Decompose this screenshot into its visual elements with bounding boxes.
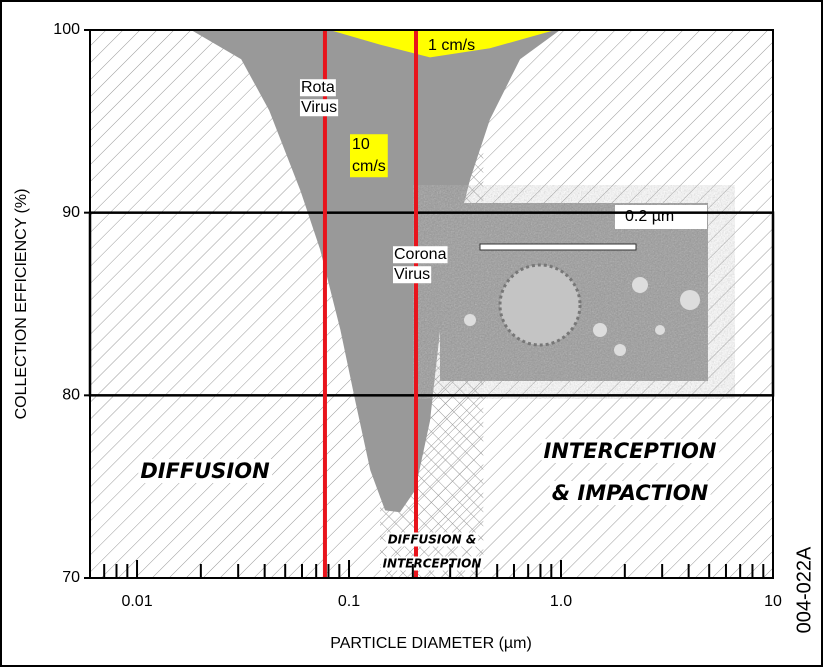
scale-label: 0.2 µm <box>625 208 674 225</box>
reference-label-bg <box>393 246 448 264</box>
x-axis-title: PARTICLE DIAMETER (µm) <box>330 635 532 652</box>
inset-speck <box>614 344 626 356</box>
y-tick-label: 80 <box>62 387 80 404</box>
region-label: DIFFUSION & <box>388 533 477 547</box>
scale-label-bg <box>615 205 707 229</box>
reference-label-bg <box>299 99 339 117</box>
x-tick-label: 0.1 <box>338 593 360 610</box>
efficiency-area <box>191 30 561 513</box>
region-label-bg <box>138 459 273 483</box>
figure-id: 004-022A <box>793 546 815 633</box>
inset-speck <box>632 277 648 293</box>
region-label: DIFFUSION <box>140 459 270 483</box>
reference-label: Virus <box>394 266 430 283</box>
reference-label: Corona <box>394 246 447 263</box>
y-axis-title: COLLECTION EFFICIENCY (%) <box>13 189 30 420</box>
series-label-bg <box>350 134 388 178</box>
x-tick-label: 1.0 <box>550 593 572 610</box>
region-label-bg <box>541 439 719 463</box>
inset-speck <box>593 323 607 337</box>
reference-label-bg <box>393 266 432 284</box>
region-label: INTERCEPTION <box>544 439 717 463</box>
reference-label: Virus <box>301 99 337 116</box>
x-tick-label: 10 <box>764 593 782 610</box>
region-label-bg <box>380 556 484 571</box>
reference-label: Rota <box>301 79 335 96</box>
series-label-line: cm/s <box>352 158 386 175</box>
y-tick-label: 70 <box>62 569 80 586</box>
x-tick-label: 0.01 <box>121 593 152 610</box>
region-label: INTERCEPTION <box>383 557 482 571</box>
reference-label-bg <box>299 79 336 97</box>
y-tick-label: 90 <box>62 204 80 221</box>
region-label-bg <box>385 532 479 547</box>
y-tick-label: 100 <box>53 21 80 38</box>
series-label-line: 10 <box>352 136 370 153</box>
series-label: 1 cm/s <box>428 37 475 54</box>
series-label: 10 cm/s <box>352 136 386 175</box>
plot-frame <box>89 29 774 579</box>
inset-speck <box>464 314 476 326</box>
virus-particle <box>498 263 582 347</box>
region-label-bg <box>549 481 711 505</box>
scale-bar <box>479 243 637 251</box>
region-label: & IMPACTION <box>552 481 709 505</box>
inset-speck <box>655 325 665 335</box>
efficiency-area <box>329 30 556 58</box>
inset-speck <box>680 290 700 310</box>
